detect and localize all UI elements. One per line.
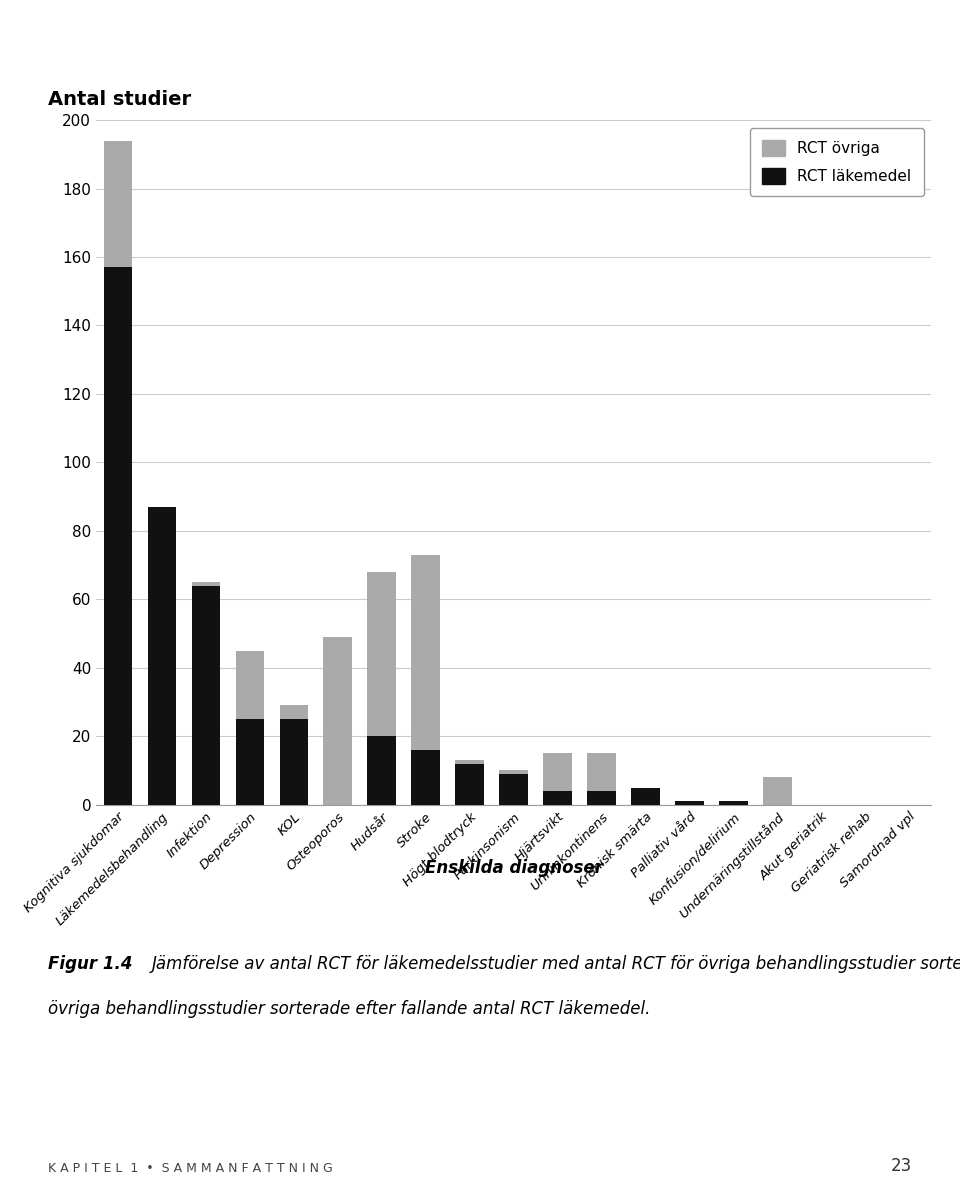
Bar xyxy=(104,268,132,805)
Text: Figur 1.4: Figur 1.4 xyxy=(48,955,138,973)
Text: K A P I T E L  1  •  S A M M A N F A T T N I N G: K A P I T E L 1 • S A M M A N F A T T N … xyxy=(48,1161,333,1175)
Bar xyxy=(148,507,177,805)
Bar xyxy=(543,753,572,791)
Bar xyxy=(279,705,308,719)
Text: Enskilda diagnoser: Enskilda diagnoser xyxy=(424,859,603,877)
Text: Jämförelse av antal RCT för läkemedelsstudier med antal RCT för övriga behandlin: Jämförelse av antal RCT för läkemedelsst… xyxy=(152,955,960,973)
Bar xyxy=(104,141,132,268)
Bar xyxy=(499,771,528,773)
Bar xyxy=(588,791,615,805)
Bar xyxy=(235,651,264,719)
Bar xyxy=(324,637,352,805)
Bar xyxy=(719,801,748,805)
Text: 23: 23 xyxy=(891,1157,912,1175)
Legend: RCT övriga, RCT läkemedel: RCT övriga, RCT läkemedel xyxy=(750,127,924,197)
Bar xyxy=(192,582,220,586)
Bar xyxy=(368,572,396,736)
Bar xyxy=(499,773,528,805)
Text: övriga behandlingsstudier sorterade efter fallande antal RCT läkemedel.: övriga behandlingsstudier sorterade efte… xyxy=(48,1000,650,1018)
Bar xyxy=(368,736,396,805)
Bar xyxy=(588,753,615,791)
Bar xyxy=(675,801,704,805)
Bar xyxy=(543,791,572,805)
Bar xyxy=(763,777,792,805)
Bar xyxy=(631,788,660,805)
Text: Antal studier: Antal studier xyxy=(48,90,191,109)
Bar xyxy=(412,749,440,805)
Bar xyxy=(455,760,484,764)
Bar xyxy=(455,764,484,805)
Bar xyxy=(235,719,264,805)
Bar xyxy=(192,586,220,805)
Bar xyxy=(279,719,308,805)
Bar xyxy=(412,555,440,749)
